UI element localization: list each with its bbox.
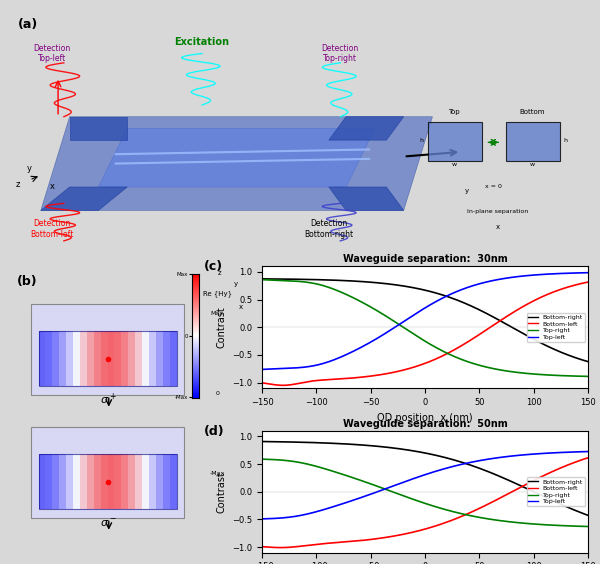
- Text: In-plane separation: In-plane separation: [467, 209, 529, 214]
- Legend: Bottom-right, Bottom-left, Top-right, Top-left: Bottom-right, Bottom-left, Top-right, To…: [527, 477, 585, 506]
- Bar: [38, 454, 176, 509]
- Bar: [128, 454, 135, 509]
- Text: Detection
Top-left: Detection Top-left: [34, 44, 71, 63]
- Bar: [156, 454, 163, 509]
- Bar: [170, 454, 176, 509]
- Bar: [31, 427, 184, 518]
- Bar: [73, 454, 80, 509]
- Bar: [38, 331, 46, 386]
- Text: y: y: [234, 281, 238, 288]
- Bar: [428, 122, 482, 161]
- Bar: [31, 303, 184, 395]
- Bar: [149, 454, 156, 509]
- Text: w: w: [452, 162, 457, 167]
- Polygon shape: [70, 117, 127, 140]
- Text: Detection
Bottom-left: Detection Bottom-left: [31, 219, 74, 239]
- Polygon shape: [329, 117, 404, 140]
- Text: w: w: [530, 162, 535, 167]
- Text: Excitation: Excitation: [175, 37, 230, 47]
- Text: (b): (b): [17, 275, 37, 288]
- Bar: [156, 331, 163, 386]
- Bar: [107, 331, 115, 386]
- Text: (c): (c): [203, 261, 223, 274]
- Text: Max: Max: [211, 311, 224, 316]
- Bar: [121, 331, 128, 386]
- Bar: [38, 454, 46, 509]
- Bar: [170, 331, 176, 386]
- Bar: [46, 331, 52, 386]
- Bar: [107, 454, 115, 509]
- Title: Waveguide separation:  30nm: Waveguide separation: 30nm: [343, 254, 508, 264]
- Bar: [142, 331, 149, 386]
- Bar: [135, 454, 142, 509]
- Text: x: x: [239, 305, 243, 310]
- Bar: [59, 331, 66, 386]
- Y-axis label: Contrast: Contrast: [217, 306, 227, 348]
- Text: (d): (d): [203, 425, 224, 438]
- Text: $\sigma^+$: $\sigma^+$: [100, 391, 117, 407]
- Text: x: x: [496, 224, 500, 230]
- Polygon shape: [41, 187, 127, 210]
- Text: Detection
Top-right: Detection Top-right: [322, 44, 359, 63]
- Bar: [52, 331, 59, 386]
- Bar: [87, 454, 94, 509]
- Bar: [101, 454, 107, 509]
- X-axis label: QD position  x (nm): QD position x (nm): [377, 412, 473, 422]
- Bar: [128, 331, 135, 386]
- Y-axis label: Contrast: Contrast: [217, 471, 227, 513]
- Bar: [94, 454, 101, 509]
- Bar: [59, 454, 66, 509]
- Bar: [38, 331, 176, 386]
- Bar: [46, 454, 52, 509]
- Bar: [52, 454, 59, 509]
- Text: h: h: [419, 138, 424, 143]
- Bar: [115, 454, 121, 509]
- Text: Bottom: Bottom: [520, 109, 545, 115]
- Polygon shape: [98, 129, 375, 187]
- Bar: [80, 454, 87, 509]
- Text: Re {Hy}: Re {Hy}: [203, 290, 232, 297]
- Text: Detection
Bottom-right: Detection Bottom-right: [304, 219, 353, 239]
- Bar: [163, 454, 170, 509]
- Text: $\sigma^-$: $\sigma^-$: [100, 518, 117, 529]
- Bar: [73, 331, 80, 386]
- Bar: [101, 331, 107, 386]
- Bar: [149, 331, 156, 386]
- Bar: [163, 331, 170, 386]
- Bar: [94, 331, 101, 386]
- Bar: [115, 331, 121, 386]
- Bar: [87, 331, 94, 386]
- Polygon shape: [329, 187, 404, 210]
- Text: h: h: [563, 138, 567, 143]
- Text: x: x: [50, 182, 55, 191]
- Bar: [66, 454, 73, 509]
- Text: -Max: -Max: [210, 472, 225, 477]
- Legend: Bottom-right, Bottom-left, Top-right, Top-left: Bottom-right, Bottom-left, Top-right, To…: [527, 313, 585, 342]
- Text: Top: Top: [449, 109, 460, 115]
- Polygon shape: [41, 117, 433, 210]
- Text: (a): (a): [18, 18, 38, 32]
- Bar: [66, 331, 73, 386]
- Title: Waveguide separation:  50nm: Waveguide separation: 50nm: [343, 418, 508, 429]
- Bar: [506, 122, 560, 161]
- Bar: [142, 454, 149, 509]
- Bar: [121, 454, 128, 509]
- Text: y: y: [27, 164, 32, 173]
- Text: z: z: [218, 270, 221, 276]
- Bar: [135, 331, 142, 386]
- Text: z: z: [16, 180, 20, 189]
- Text: x = 0: x = 0: [485, 184, 502, 189]
- Bar: [80, 331, 87, 386]
- Text: y: y: [465, 188, 469, 194]
- Text: 0: 0: [215, 391, 219, 396]
